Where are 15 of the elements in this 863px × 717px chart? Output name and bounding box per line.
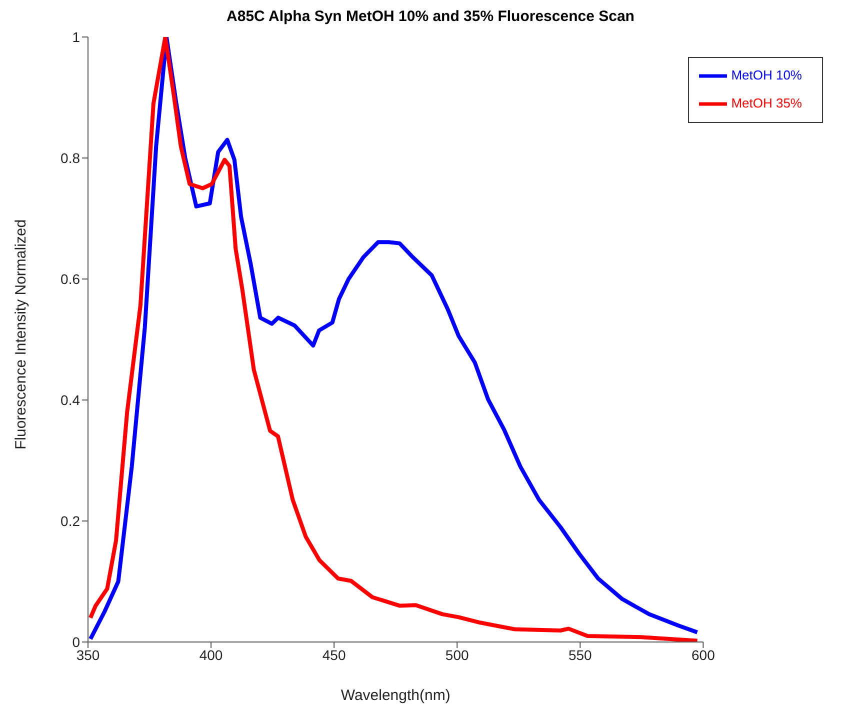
x-tick-label: 600 — [692, 646, 716, 663]
y-tick-label: 0.6 — [60, 270, 80, 287]
x-tick-label: 550 — [568, 646, 592, 663]
legend-label: MetOH 10% — [731, 67, 802, 82]
y-tick-label: 0.4 — [60, 392, 80, 408]
x-tick-label: 500 — [445, 646, 470, 663]
x-axis-title: Wavelength(nm) — [340, 687, 450, 704]
legend-label: MetOH 35% — [731, 95, 802, 110]
y-axis-title: Fluorescence Intensity Normalized — [12, 219, 30, 450]
chart-title: A85C Alpha Syn MetOH 10% and 35% Fluorescence Scan — [226, 8, 636, 25]
y-tick-label: 0.8 — [60, 150, 80, 166]
x-tick-label: 450 — [322, 646, 346, 663]
y-tick-label: 0.2 — [60, 512, 80, 529]
x-tick-label: 400 — [199, 646, 223, 663]
y-tick-label: 1 — [72, 28, 80, 45]
